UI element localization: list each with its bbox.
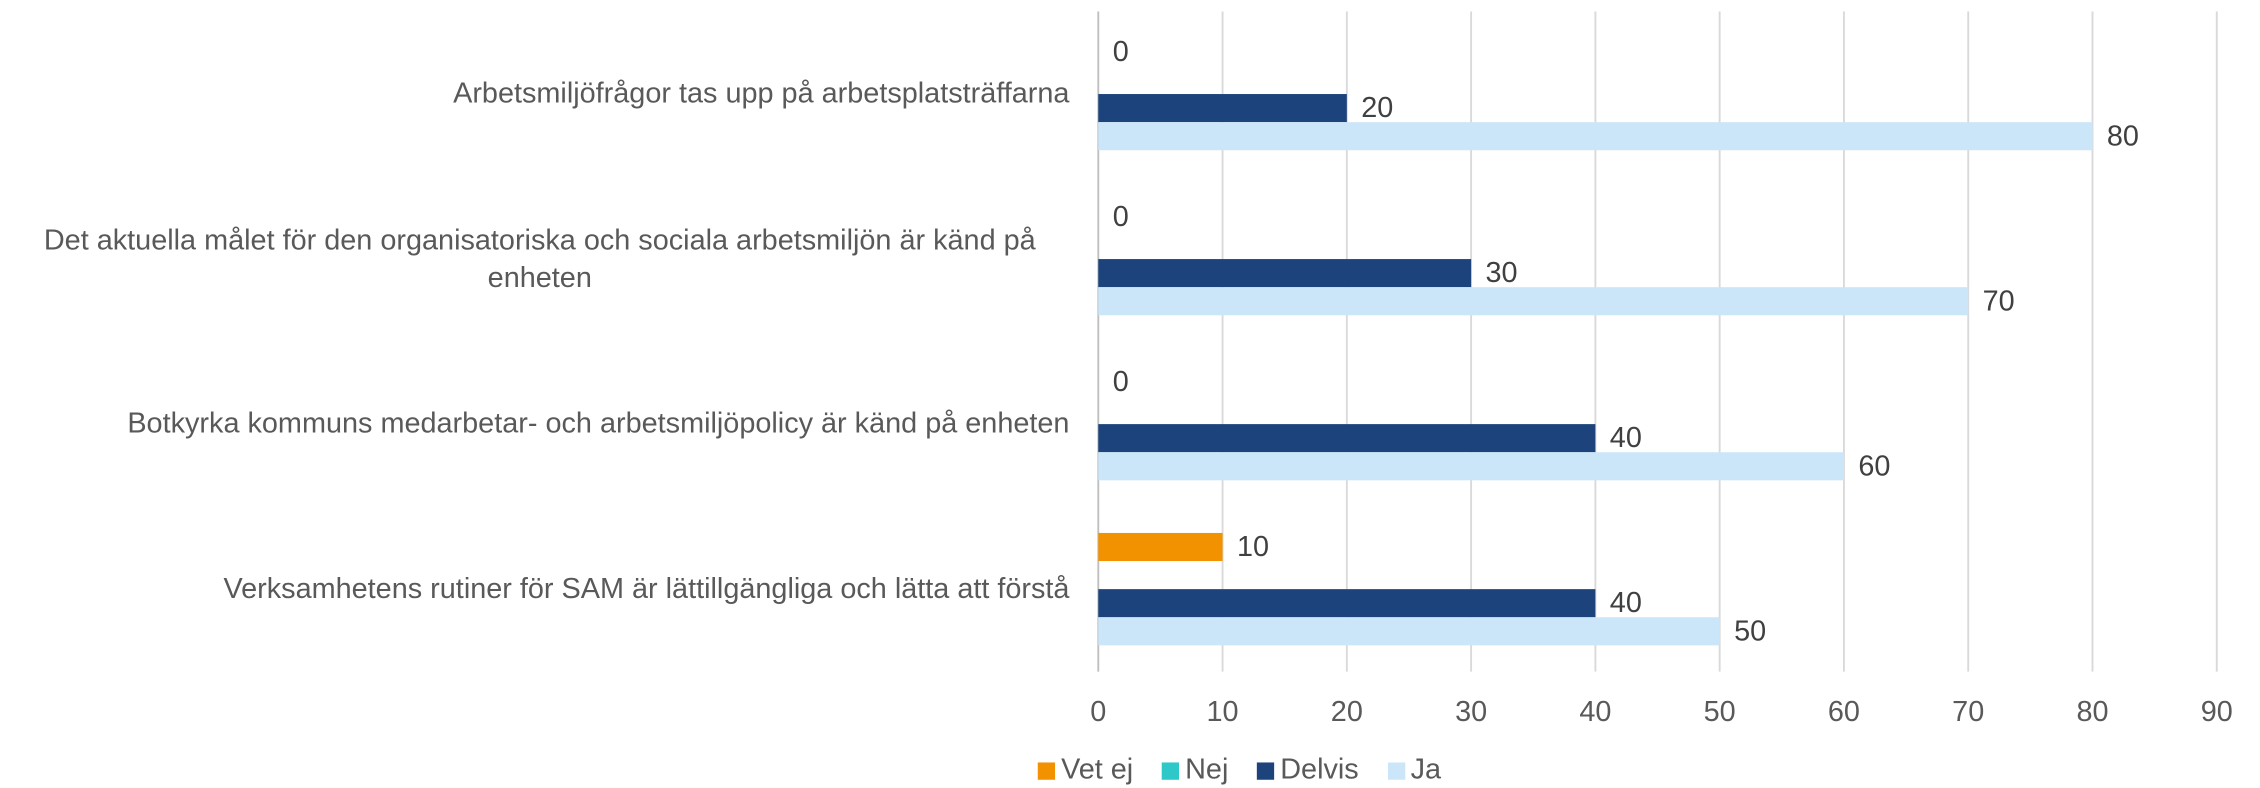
- bar: [1098, 287, 1969, 316]
- legend-item: Nej: [1162, 754, 1228, 787]
- data-label: 50: [1734, 615, 1766, 647]
- legend-swatch: [1257, 761, 1275, 780]
- x-tick-label: 60: [1828, 696, 1860, 728]
- bar: [1098, 617, 1720, 646]
- data-label: 80: [2107, 120, 2139, 152]
- legend-swatch: [1387, 761, 1405, 780]
- category-label: Arbetsmiljöfrågor tas upp på arbetsplats…: [453, 78, 1070, 110]
- data-label: 70: [1983, 285, 2015, 317]
- data-label: 20: [1361, 92, 1393, 124]
- x-tick-label: 70: [1952, 696, 1984, 728]
- bar: [1098, 122, 2093, 151]
- x-tick-label: 0: [1090, 696, 1106, 728]
- data-label: 0: [1113, 366, 1129, 398]
- bar: [1098, 424, 1596, 453]
- legend-label: Ja: [1410, 753, 1442, 786]
- legend-item: Delvis: [1257, 754, 1359, 787]
- legend: Vet ej Nej Delvis Ja: [110, 754, 2260, 787]
- bar: [1098, 259, 1472, 288]
- legend-item: Ja: [1387, 753, 1442, 787]
- legend-swatch: [1038, 761, 1056, 780]
- x-tick-label: 10: [1207, 696, 1239, 728]
- data-label: 40: [1610, 422, 1642, 454]
- x-tick-label: 90: [2201, 696, 2233, 728]
- bar: [1098, 94, 1347, 123]
- x-tick-label: 20: [1331, 696, 1363, 728]
- x-tick-label: 30: [1455, 696, 1487, 728]
- category-label: Det aktuella målet för den organisatoris…: [43, 224, 1036, 294]
- bar: [1098, 589, 1596, 618]
- x-tick-label: 80: [2076, 696, 2108, 728]
- data-label: 30: [1486, 257, 1518, 289]
- legend-label: Vet ej: [1061, 753, 1134, 786]
- legend-swatch: [1162, 761, 1180, 780]
- bar: [1098, 532, 1223, 562]
- legend-item: Vet ej: [1038, 754, 1133, 787]
- x-tick-label: 40: [1579, 696, 1611, 728]
- data-label: 0: [1113, 201, 1129, 233]
- x-tick-label: 50: [1704, 696, 1736, 728]
- data-label: 10: [1237, 531, 1269, 563]
- category-label: Verksamhetens rutiner för SAM är lättill…: [223, 573, 1070, 605]
- data-label: 40: [1610, 587, 1642, 619]
- legend-label: Nej: [1185, 753, 1229, 786]
- legend-label: Delvis: [1280, 753, 1359, 786]
- data-label: 0: [1113, 36, 1129, 68]
- bar: [1098, 452, 1844, 481]
- data-label: 60: [1858, 450, 1890, 482]
- category-label: Botkyrka kommuns medarbetar- och arbetsm…: [127, 408, 1070, 440]
